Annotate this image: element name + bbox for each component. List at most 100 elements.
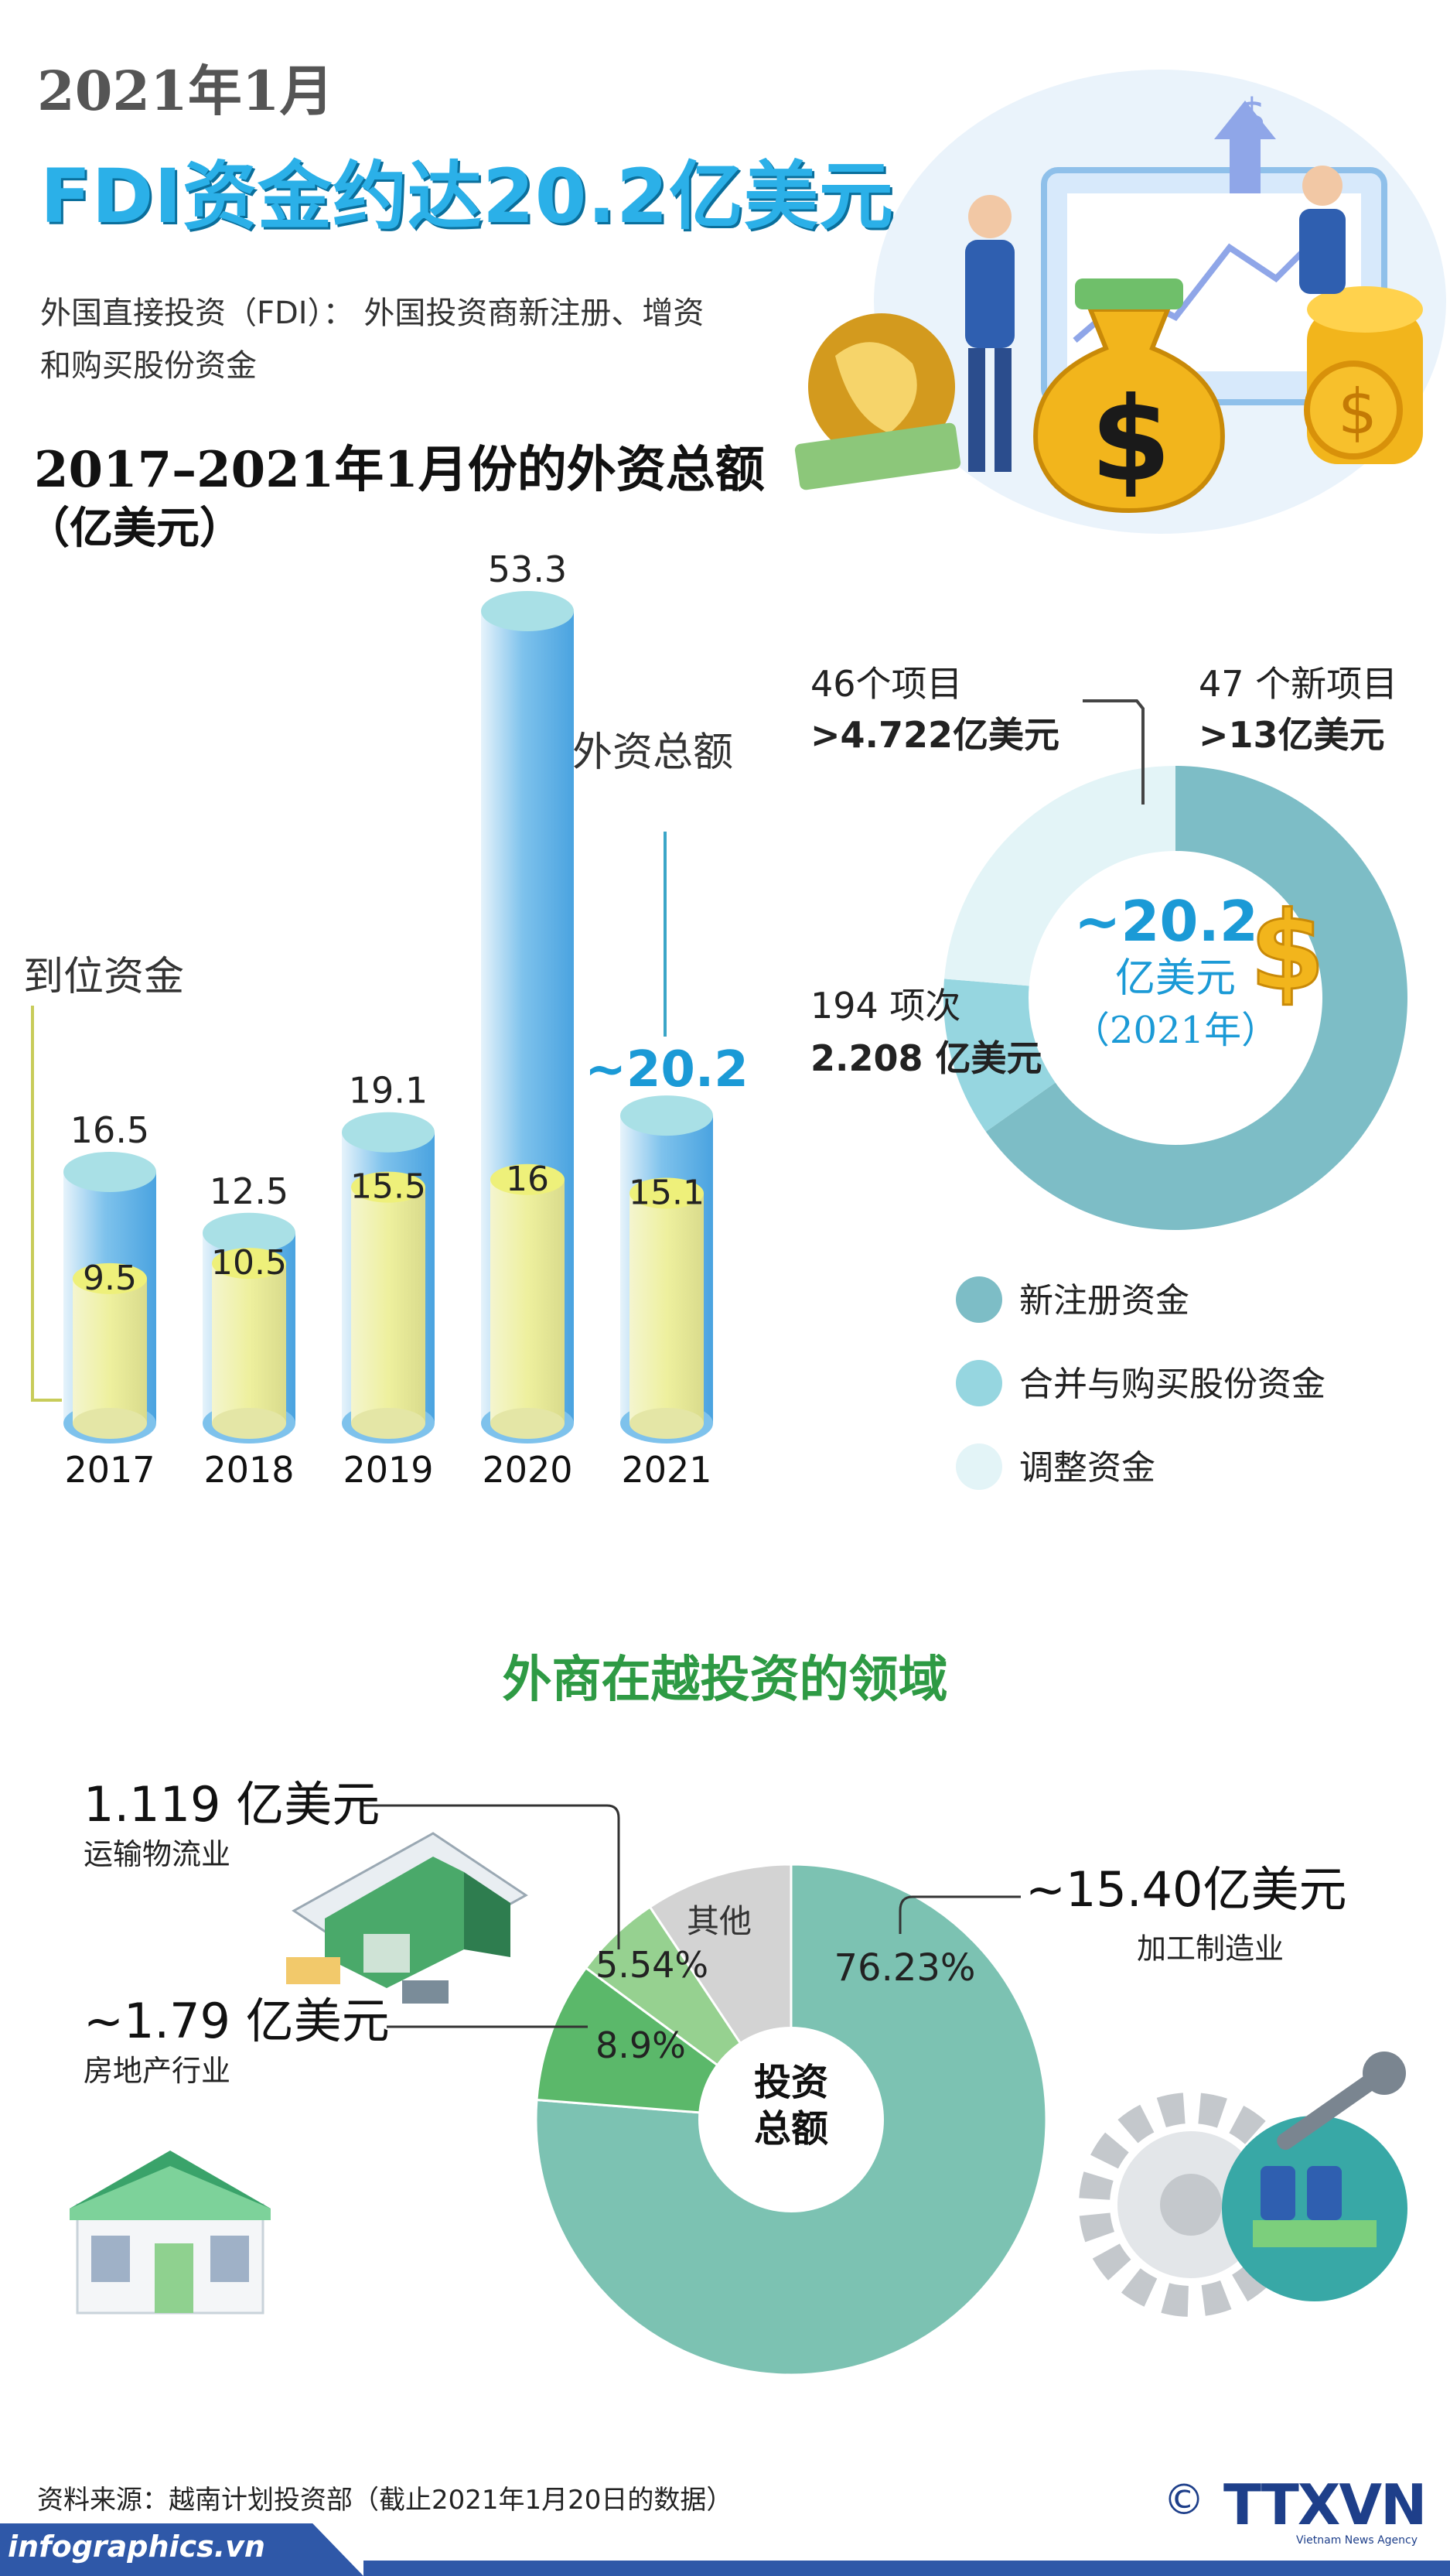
site-link[interactable]: infographics.vn	[8, 2530, 265, 2564]
bar-disbursed-base	[73, 1408, 147, 1439]
legend-label-total: 外资总额	[572, 729, 733, 776]
donut-center-value: ~20.2	[1074, 889, 1258, 954]
bar-disbursed-cap	[73, 1262, 147, 1294]
warehouse-icon	[286, 1832, 528, 2004]
bar-total-cap	[203, 1212, 295, 1253]
bar-total-label: 12.5	[210, 1170, 288, 1212]
bar-disbursed-cap	[212, 1248, 286, 1279]
legend-swatch	[956, 1276, 1002, 1323]
bar-total-label: ~20.2	[585, 1041, 749, 1098]
bar-disbursed-cap	[629, 1177, 704, 1209]
sector-donut-chart: 投资 总额 76.23% 8.9% 5.54% 其他 1.119 亿美元 运输物…	[70, 1776, 1407, 2376]
sector-center-line-2: 总额	[754, 2107, 828, 2151]
bar-group-2020: 53.3 16 2020	[481, 548, 574, 1491]
bar-chart: 16.5 9.5 2017 12.5 10.5 2018 19.1 15.5 2019 53.3 1…	[23, 548, 749, 1491]
svg-text:$: $	[1250, 889, 1325, 1015]
dollar-sign-icon: $	[1237, 89, 1267, 143]
bar-total-cap	[342, 1112, 435, 1153]
leader-line	[31, 1006, 62, 1402]
donut-center-year: （2021年）	[1073, 1009, 1278, 1052]
definition-line-1: 外国直接投资（FDI）： 外国投资商新注册、增资	[40, 296, 705, 331]
brand-logo: TTXVN	[1223, 2472, 1427, 2537]
bar-disbursed-2018	[212, 1263, 286, 1423]
bar-group-2018: 12.5 10.5 2018	[203, 1170, 295, 1491]
definition-line-2: 和购买股份资金	[40, 348, 257, 384]
footer-stripe	[363, 2561, 1450, 2576]
bar-disbursed-base	[490, 1408, 565, 1439]
callout-merge-line-1: 194 项次	[810, 985, 960, 1027]
bar-total-label: 53.3	[488, 548, 567, 590]
other-label: 其他	[687, 1902, 752, 1940]
source-note: 资料来源：越南计划投资部（截止2021年1月20日的数据）	[37, 2485, 733, 2516]
legend-label: 调整资金	[1019, 1448, 1155, 1488]
headline: FDI资金约达20.2亿美元	[40, 153, 894, 240]
bar-disbursed-label: 15.5	[350, 1167, 426, 1207]
callout-merge-line-2: 2.208 亿美元	[810, 1037, 1042, 1079]
legend-swatch	[956, 1443, 1002, 1490]
brand-subtitle: Vietnam News Agency	[1296, 2534, 1418, 2547]
x-tick-label: 2021	[621, 1449, 711, 1491]
leader-line	[363, 1804, 620, 1949]
bar-total-cap	[481, 591, 574, 631]
callout-adjust-line-2: >4.722亿美元	[810, 714, 1059, 756]
globe-icon	[794, 313, 961, 490]
leader-line	[1083, 699, 1145, 805]
bar-disbursed-label: 9.5	[83, 1259, 137, 1298]
leader-line	[899, 1895, 1021, 1934]
bar-total-label: 19.1	[349, 1070, 428, 1112]
bar-disbursed-2017	[73, 1278, 147, 1423]
legend-label: 合并与购买股份资金	[1019, 1365, 1325, 1404]
sector-title: 外商在越投资的领域	[502, 1652, 948, 1709]
x-tick-label: 2017	[64, 1449, 155, 1491]
bar-disbursed-base	[351, 1408, 425, 1439]
transport-name: 运输物流业	[84, 1837, 230, 1871]
bar-disbursed-base	[629, 1408, 704, 1439]
x-tick-label: 2018	[203, 1449, 294, 1491]
x-tick-label: 2020	[482, 1449, 572, 1491]
transport-value: 1.119 亿美元	[84, 1776, 380, 1833]
sector-center-line-1: 投资	[754, 2061, 828, 2104]
factory-icon	[1222, 2116, 1407, 2301]
money-illustration: $ $ $	[794, 70, 1446, 534]
copyright-icon: ©	[1163, 2475, 1205, 2524]
bar-disbursed-base	[212, 1408, 286, 1439]
wrench-icon	[1277, 2052, 1406, 2151]
donut-hole	[698, 2027, 884, 2212]
svg-text:$: $	[1338, 376, 1377, 448]
dollar-sign-icon: $	[1249, 888, 1326, 1016]
donut-slice-2	[943, 979, 1056, 1132]
manufacturing-value: ~15.40亿美元	[1025, 1861, 1346, 1918]
bar-chart-title: 2017–2021年1月份的外资总额	[34, 441, 765, 499]
house-icon	[70, 2151, 271, 2315]
bar-disbursed-label: 16	[506, 1160, 549, 1199]
bar-disbursed-label: 15.1	[629, 1174, 705, 1213]
bar-disbursed-cap	[351, 1171, 425, 1203]
callout-new-line-2: >13亿美元	[1199, 714, 1385, 756]
svg-text:$: $	[1090, 373, 1171, 507]
manufacturing-name: 加工制造业	[1137, 1932, 1284, 1966]
arrow-up-icon	[1214, 101, 1276, 193]
callout-adjust-line-1: 46个项目	[810, 663, 963, 705]
bar-disbursed-cap	[490, 1163, 565, 1195]
donut-slice-1	[985, 766, 1407, 1230]
realestate-name: 房地产行业	[84, 2054, 230, 2088]
callout-new-line-1: 47 个新项目	[1199, 663, 1397, 705]
capital-donut-chart: 46个项目 >4.722亿美元 47 个新项目 >13亿美元 194 项次 2.…	[810, 663, 1407, 1490]
sector-slice-1	[534, 1863, 1048, 2376]
bar-disbursed-2021	[629, 1193, 704, 1423]
x-tick-label: 2019	[343, 1449, 433, 1491]
legend-label: 新注册资金	[1019, 1281, 1189, 1320]
legend-swatch	[956, 1360, 1002, 1406]
bar-group-2017: 16.5 9.5 2017	[63, 1109, 156, 1491]
pct-manufacturing: 76.23%	[834, 1946, 975, 1990]
realestate-value: ~1.79 亿美元	[84, 1993, 390, 2049]
donut-slice-3	[944, 766, 1175, 986]
bar-chart-unit: （亿美元）	[26, 503, 243, 554]
donut-center-unit: 亿美元	[1115, 955, 1236, 1002]
bar-total-cap	[620, 1095, 713, 1136]
bar-group-2021: ~20.2 15.1 2021	[585, 1041, 749, 1491]
legend-label-disbursed: 到位资金	[23, 954, 184, 1000]
pct-transport: 5.54%	[595, 1944, 708, 1986]
footer-bar	[0, 2523, 363, 2576]
